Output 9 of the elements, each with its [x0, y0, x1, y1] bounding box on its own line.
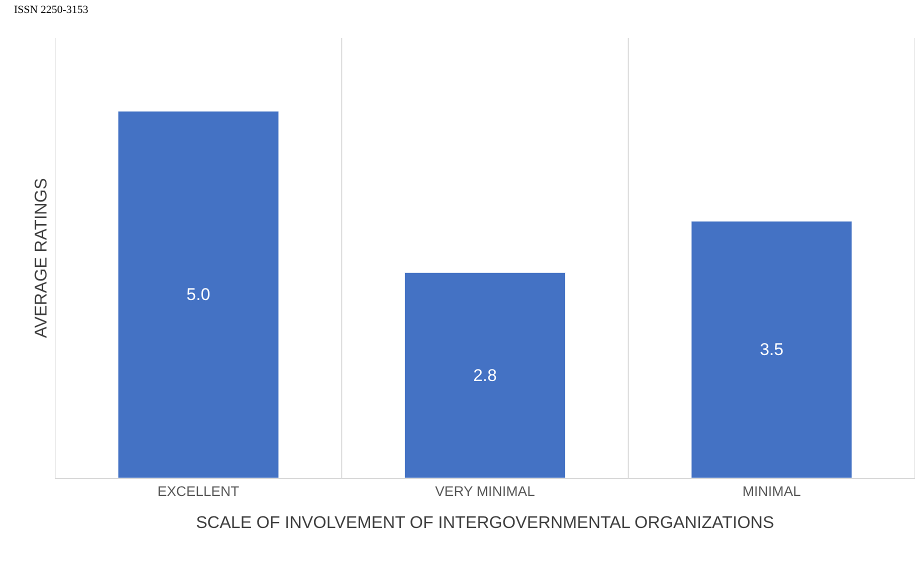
data-label: 3.5: [760, 340, 784, 360]
x-tick-label: VERY MINIMAL: [435, 482, 536, 499]
y-axis-title: AVERAGE RATINGS: [32, 178, 51, 338]
data-label: 5.0: [186, 285, 210, 304]
x-tick-label: MINIMAL: [742, 482, 802, 499]
text: ISSN 2250-3153: [14, 4, 89, 16]
data-label: 2.8: [473, 366, 497, 385]
x-tick-label: EXCELLENT: [157, 482, 240, 499]
x-axis-title: SCALE OF INVOLVEMENT OF INTERGOVERNMENTAL ORGANIZATIONS: [196, 513, 774, 532]
